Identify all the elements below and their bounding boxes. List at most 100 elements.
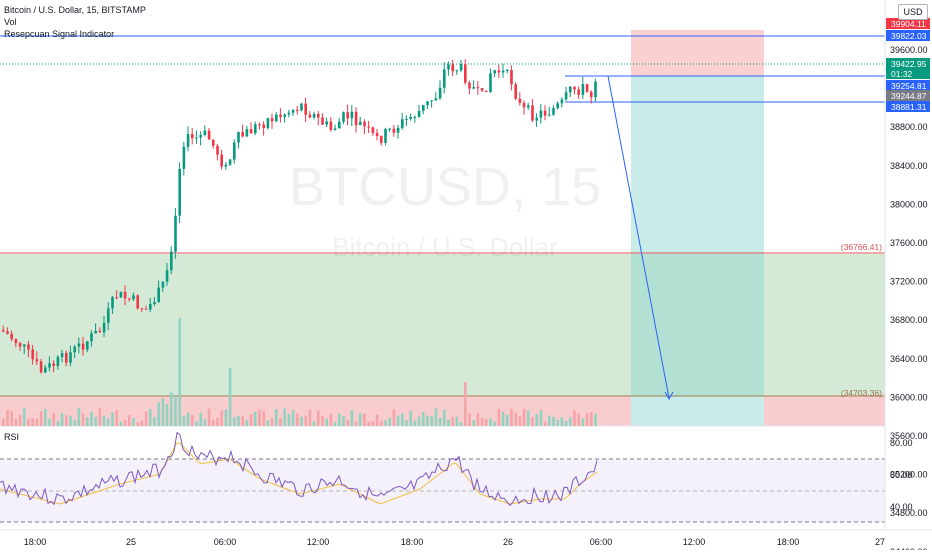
candle-body xyxy=(464,64,467,83)
candle-body xyxy=(354,111,358,126)
price-badge-text: 39822.03 xyxy=(891,31,927,41)
candle-body xyxy=(207,130,211,140)
rsi-axis[interactable]: 80.00 60.00 40.00 xyxy=(890,438,913,512)
volume-bar xyxy=(275,409,278,426)
volume-bar xyxy=(287,414,291,426)
candle-body xyxy=(430,100,433,102)
volume-bar xyxy=(581,418,585,426)
candle-body xyxy=(98,330,102,333)
candle-body xyxy=(451,64,454,72)
candle-body xyxy=(115,297,118,299)
candle-body xyxy=(149,303,152,310)
candle-body xyxy=(195,137,198,139)
currency-button[interactable]: USD xyxy=(898,4,928,20)
volume-bar xyxy=(359,413,362,426)
candle-body xyxy=(312,113,316,118)
volume-bar xyxy=(6,409,9,426)
candle-body xyxy=(102,322,106,333)
price-badge xyxy=(886,90,930,101)
candle-body xyxy=(300,103,303,111)
level-label: (36766.41) xyxy=(841,242,882,252)
volume-indicator-label[interactable]: Vol xyxy=(4,17,17,27)
candle-body xyxy=(216,145,219,155)
candle-body xyxy=(392,128,396,133)
candle-body xyxy=(514,84,517,99)
volume-bar xyxy=(165,403,169,426)
volume-bar xyxy=(321,415,324,426)
time-tick: 18:00 xyxy=(401,537,424,547)
candle-body xyxy=(447,64,450,70)
candle-body xyxy=(308,114,312,118)
candle-body xyxy=(237,131,240,143)
volume-bar xyxy=(539,410,543,426)
volume-bar xyxy=(518,416,522,426)
volume-bar xyxy=(90,411,93,426)
candle-body xyxy=(161,281,165,288)
volume-bar xyxy=(506,414,509,426)
volume-bar xyxy=(73,420,76,426)
volume-bar xyxy=(514,412,517,426)
volume-bar xyxy=(140,420,144,426)
price-badge-text: 38881.31 xyxy=(891,102,927,112)
projection-arrow[interactable] xyxy=(607,75,670,399)
volume-bar xyxy=(241,416,244,426)
candle-body xyxy=(178,168,181,216)
time-tick: 06:00 xyxy=(590,537,613,547)
volume-bar xyxy=(510,408,513,426)
candle-body xyxy=(560,99,564,104)
volume-bar xyxy=(245,420,249,426)
rsi-pane-label[interactable]: RSI xyxy=(4,432,20,442)
volume-bar xyxy=(560,417,564,426)
candle-body xyxy=(203,130,207,136)
candle-body xyxy=(270,118,274,122)
candle-body xyxy=(266,118,270,129)
volume-bar xyxy=(564,421,568,426)
candle-body xyxy=(132,295,135,300)
candle-body xyxy=(144,308,148,310)
volume-bar xyxy=(497,408,501,426)
volume-bar xyxy=(590,412,593,426)
price-tick: 38000.00 xyxy=(890,199,928,209)
candle-body xyxy=(81,343,85,350)
volume-bar xyxy=(401,413,404,426)
price-badge xyxy=(886,30,930,41)
volume-bar xyxy=(396,415,400,426)
candle-body xyxy=(291,110,295,113)
candle-body xyxy=(107,308,110,323)
volume-bar xyxy=(98,408,102,426)
volume-bar xyxy=(39,411,43,426)
candle-body xyxy=(564,92,568,100)
volume-bar xyxy=(405,420,408,426)
candle-body xyxy=(254,124,257,134)
volume-bar xyxy=(371,421,375,426)
volume-bar xyxy=(207,408,211,426)
candle-body xyxy=(325,121,328,125)
time-axis[interactable]: 18:00 25 06:00 12:00 18:00 26 06:00 12:00 18:00 2… xyxy=(24,537,885,547)
price-badge-text: 39422.95 xyxy=(891,59,927,69)
candle-body xyxy=(35,359,39,362)
arrow-head-icon xyxy=(664,391,674,401)
price-badge xyxy=(886,101,930,112)
candle-body xyxy=(94,330,97,334)
volume-bar xyxy=(468,413,471,426)
price-tick: 36800.00 xyxy=(890,315,928,325)
symbol-title[interactable]: Bitcoin / U.S. Dollar, 15, BITSTAMP xyxy=(4,5,146,15)
price-tick: 38400.00 xyxy=(890,161,928,171)
candle-body xyxy=(18,343,22,347)
volume-bar xyxy=(312,421,316,426)
candle-body xyxy=(262,124,265,129)
candle-body xyxy=(342,112,345,122)
volume-bar xyxy=(577,413,580,426)
volume-bar xyxy=(52,412,55,426)
rsi-tick: 60.00 xyxy=(890,470,913,480)
candle-body xyxy=(485,90,488,92)
volume-bar xyxy=(77,408,81,426)
candle-body xyxy=(65,353,68,363)
signal-indicator-label[interactable]: Resepcuan Signal Indicator xyxy=(4,29,115,39)
candle-body xyxy=(228,159,232,165)
volume-bars xyxy=(2,318,597,426)
candle-body xyxy=(590,91,593,98)
